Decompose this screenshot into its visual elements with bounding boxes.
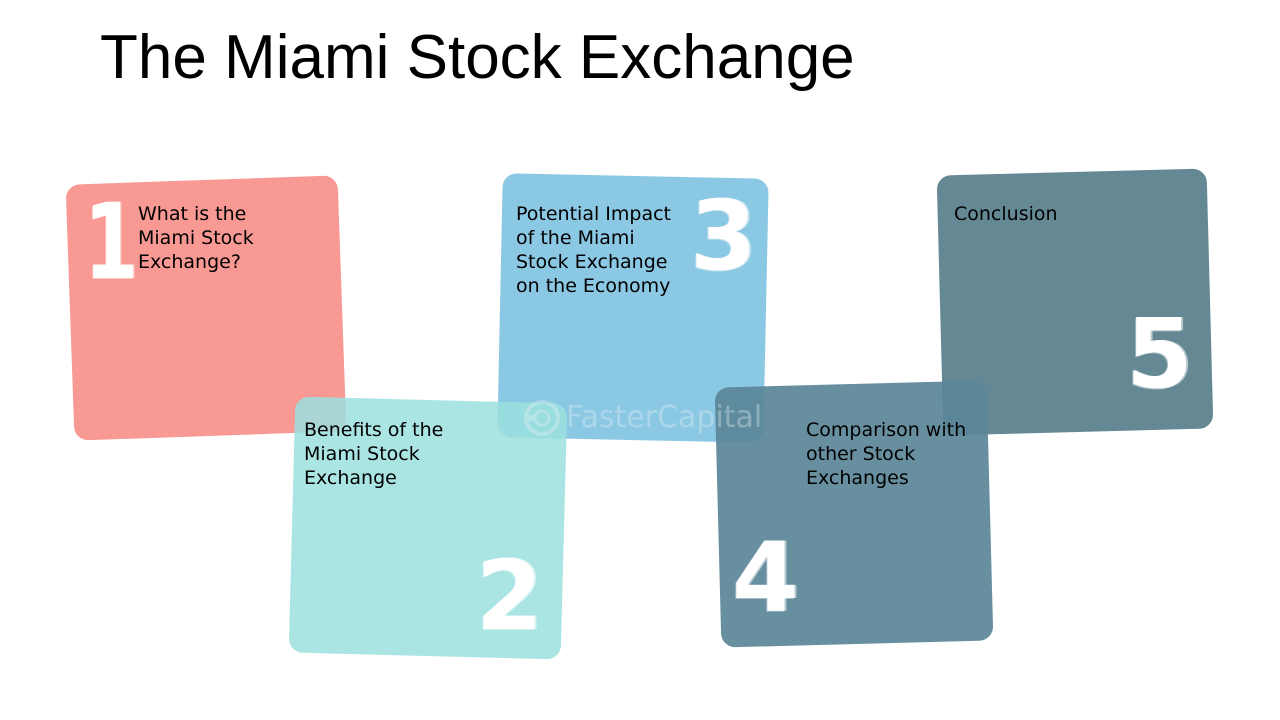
card-4-label: Comparison with other Stock Exchanges: [806, 419, 967, 489]
fastercapital-logo-icon: [524, 400, 560, 436]
card-3-number: 3: [690, 180, 757, 292]
card-3-label: Potential Impact of the Miami Stock Exch…: [516, 203, 671, 297]
card-1-label: What is the Miami Stock Exchange?: [138, 203, 254, 273]
card-2-label: Benefits of the Miami Stock Exchange: [304, 419, 444, 489]
card-5-label: Conclusion: [954, 203, 1058, 225]
watermark-text: FasterCapital: [566, 400, 763, 435]
slide-title: The Miami Stock Exchange: [100, 23, 855, 92]
card-1-number: 1: [84, 181, 139, 303]
card-2-number: 2: [476, 540, 543, 652]
card-4-number: 4: [732, 522, 799, 634]
watermark: FasterCapital: [522, 396, 762, 440]
card-5-number: 5: [1126, 298, 1193, 410]
